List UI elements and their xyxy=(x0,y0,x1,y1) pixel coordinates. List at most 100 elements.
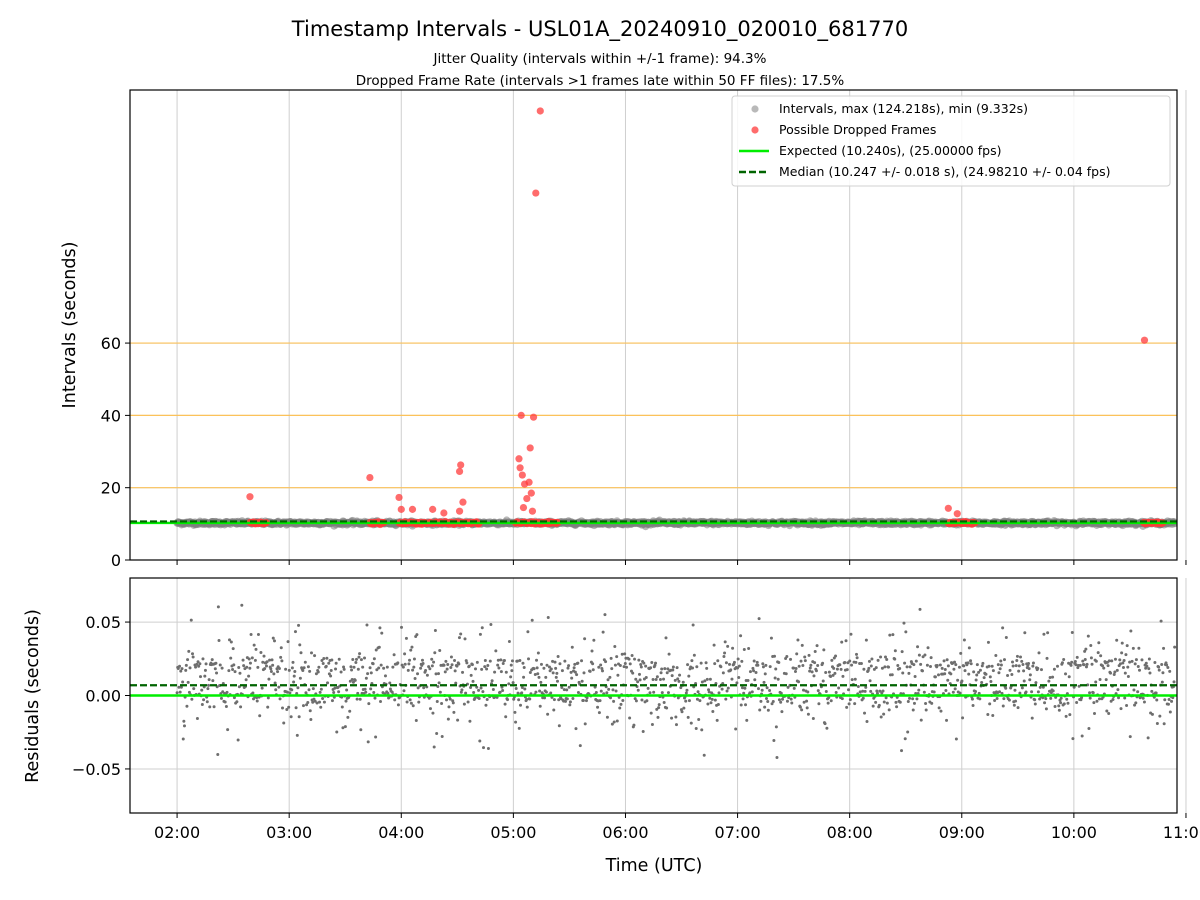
residual-point xyxy=(1098,677,1102,681)
residual-point xyxy=(181,737,185,741)
residual-point xyxy=(838,663,842,667)
residual-point xyxy=(229,656,233,660)
residual-point xyxy=(339,670,343,674)
residual-point xyxy=(393,698,397,702)
residual-point xyxy=(746,678,750,682)
residual-point xyxy=(1031,661,1035,665)
residual-point xyxy=(322,657,326,661)
residual-point xyxy=(532,667,536,671)
residual-point xyxy=(671,668,675,672)
residual-point xyxy=(736,657,740,661)
residual-point xyxy=(570,645,574,649)
residual-point xyxy=(646,686,650,690)
residual-point xyxy=(998,667,1002,671)
dropped-frame-point xyxy=(526,444,534,452)
residual-point xyxy=(784,672,788,676)
residual-point xyxy=(435,731,439,735)
residual-point xyxy=(453,658,457,662)
residual-point xyxy=(757,617,761,621)
residual-point xyxy=(807,653,811,657)
residual-point xyxy=(344,699,348,703)
residual-point xyxy=(479,686,483,690)
residual-point xyxy=(1130,659,1134,663)
residual-point xyxy=(188,666,192,670)
dropped-frame-point xyxy=(455,507,464,515)
residual-point xyxy=(1068,713,1072,717)
residual-point xyxy=(607,687,611,691)
residual-point xyxy=(288,691,292,695)
residual-point xyxy=(735,681,739,685)
residual-point xyxy=(527,657,531,661)
residual-point xyxy=(522,675,526,679)
residual-point xyxy=(485,667,489,671)
residual-point xyxy=(740,686,744,690)
residual-point xyxy=(557,724,561,728)
dropped-frame-point xyxy=(440,509,448,517)
dropped-frame-point xyxy=(1140,336,1149,344)
residual-point xyxy=(459,632,463,636)
residual-point xyxy=(690,659,694,663)
residual-point xyxy=(433,629,437,633)
residual-point xyxy=(214,661,218,665)
residual-point xyxy=(280,659,284,663)
residual-point xyxy=(186,680,190,684)
residual-point xyxy=(1051,689,1055,693)
residual-point xyxy=(1126,674,1130,678)
residual-point xyxy=(569,670,573,674)
residual-point xyxy=(954,663,958,667)
residual-point xyxy=(295,691,299,695)
residual-point xyxy=(185,704,189,708)
residual-point xyxy=(771,700,775,704)
residual-point xyxy=(581,698,585,702)
residual-point xyxy=(330,658,334,662)
residual-point xyxy=(379,700,383,704)
residual-point xyxy=(800,708,804,712)
residual-point xyxy=(226,728,230,732)
residual-point xyxy=(827,695,831,699)
dropped-frame-point xyxy=(528,507,537,515)
residual-point xyxy=(750,690,754,694)
residual-point xyxy=(289,715,293,719)
dropped-frame-point xyxy=(517,411,525,419)
residual-point xyxy=(760,688,764,692)
residual-point xyxy=(1033,698,1037,702)
residual-point xyxy=(659,671,663,675)
residual-point xyxy=(265,660,269,664)
residual-point xyxy=(773,654,777,658)
residual-point xyxy=(1161,671,1165,675)
residual-point xyxy=(382,666,386,670)
residual-point xyxy=(901,671,905,675)
residual-point xyxy=(504,670,508,674)
residual-point xyxy=(309,651,313,655)
residual-point xyxy=(907,671,911,675)
residual-point xyxy=(670,674,674,678)
residual-point xyxy=(716,703,720,707)
residual-point xyxy=(179,685,183,689)
residual-point xyxy=(298,643,302,647)
residual-point xyxy=(534,690,538,694)
residual-point xyxy=(507,682,511,686)
residual-point xyxy=(380,631,384,635)
residual-point xyxy=(677,679,681,683)
residual-point xyxy=(235,700,239,704)
residual-point xyxy=(1133,703,1137,707)
residual-point xyxy=(225,690,229,694)
residual-point xyxy=(488,659,492,663)
residual-point xyxy=(634,699,638,703)
residual-point xyxy=(306,700,310,704)
residual-point xyxy=(766,708,770,712)
residual-point xyxy=(637,672,641,676)
residual-point xyxy=(752,659,756,663)
residual-point xyxy=(297,623,301,627)
residual-point xyxy=(768,665,772,669)
residual-point xyxy=(615,655,619,659)
residual-point xyxy=(604,660,608,664)
residual-point xyxy=(903,661,907,665)
residual-point xyxy=(568,703,572,707)
residual-point xyxy=(544,690,548,694)
residual-point xyxy=(808,669,812,673)
residual-point xyxy=(1039,668,1043,672)
residual-point xyxy=(361,665,365,669)
residual-point xyxy=(726,686,730,690)
residual-point xyxy=(772,739,776,743)
